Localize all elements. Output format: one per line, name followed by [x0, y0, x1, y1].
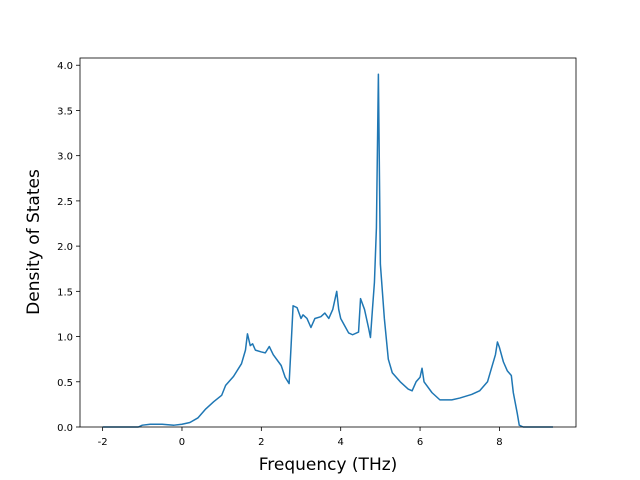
- y-tick-label: 2.5: [57, 197, 73, 208]
- data-line: [102, 73, 553, 428]
- x-tick-label: 8: [496, 437, 502, 448]
- plot-frame: [79, 57, 577, 428]
- x-tick-label: 4: [338, 437, 344, 448]
- y-tick-label: 1.5: [57, 287, 73, 298]
- y-tick-label: 2.0: [57, 242, 73, 253]
- x-tick-label: -2: [98, 437, 108, 448]
- y-tick-label: 3.5: [57, 106, 73, 117]
- y-tick-label: 1.0: [57, 333, 73, 344]
- y-tick-label: 0.0: [57, 423, 73, 434]
- x-tick-label: 0: [179, 437, 185, 448]
- y-axis-label: Density of States: [24, 169, 44, 315]
- y-tick-label: 0.5: [57, 378, 73, 389]
- x-tick-label: 6: [417, 437, 423, 448]
- y-tick-label: 4.0: [57, 61, 73, 72]
- x-axis-label: Frequency (THz): [259, 455, 398, 475]
- y-tick-label: 3.0: [57, 152, 73, 163]
- x-tick-label: 2: [258, 437, 264, 448]
